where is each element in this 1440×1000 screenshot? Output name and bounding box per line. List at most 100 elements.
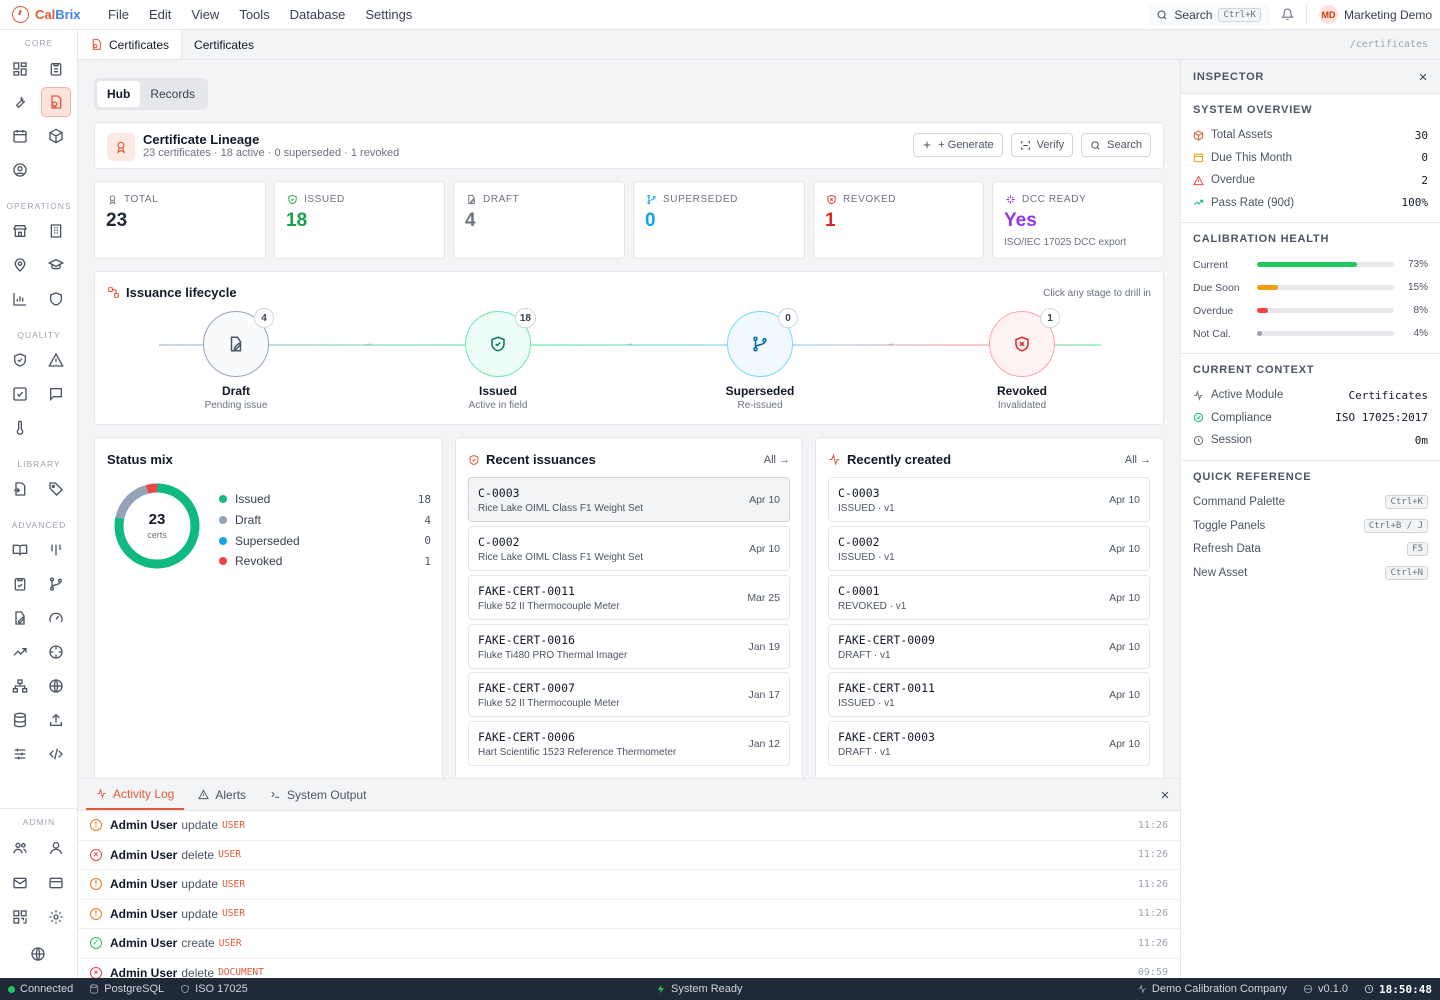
globe-icon[interactable] [41,671,71,701]
tab-system-output[interactable]: System Output [260,779,376,810]
file-edit-icon [230,336,242,352]
thermometer-icon[interactable] [5,413,35,443]
log-row[interactable]: ✓ Admin User create USER 11:26 [78,929,1180,959]
book-icon[interactable] [5,535,35,565]
list-item[interactable]: FAKE-CERT-0006 Hart Scientific 1523 Refer… [468,721,790,766]
search-button[interactable]: Search [1081,133,1151,157]
user-circle-icon[interactable] [5,155,35,185]
cube-icon[interactable] [41,121,71,151]
stat-superseded[interactable]: SUPERSEDED 0 [633,181,805,259]
stage-circle: 0 [727,308,798,377]
git-branch-icon[interactable] [41,569,71,599]
map-pin-icon[interactable] [5,250,35,280]
list-item[interactable]: C-0001 REVOKED · v1 Apr 10 [828,575,1150,620]
list-item[interactable]: C-0003 ISSUED · v1 Apr 10 [828,477,1150,522]
shield-check-icon[interactable] [5,345,35,375]
verify-button[interactable]: Verify [1010,133,1074,157]
stage-draft[interactable]: 4 Draft Pending issue [176,308,296,411]
code-icon[interactable] [41,739,71,769]
store-icon[interactable] [5,216,35,246]
wrench-icon[interactable] [5,87,35,117]
sliders-icon[interactable] [5,739,35,769]
view-all-issuances-link[interactable]: All → [764,454,790,466]
alert-triangle-icon[interactable] [41,345,71,375]
graduation-cap-icon[interactable] [41,250,71,280]
users-icon[interactable] [5,833,35,863]
list-item[interactable]: FAKE-CERT-0011 Fluke 52 II Thermocouple M… [468,575,790,620]
app-logo[interactable]: CalBrix [0,6,92,23]
building-icon[interactable] [41,216,71,246]
close-icon[interactable] [1418,72,1428,82]
language-globe-icon[interactable] [23,939,53,969]
log-row[interactable]: ! Admin User update USER 11:26 [78,811,1180,841]
bell-icon[interactable] [1280,8,1294,21]
log-row[interactable]: ! Admin User update USER 11:26 [78,870,1180,900]
stat-issued[interactable]: ISSUED 18 [274,181,445,259]
view-all-created-link[interactable]: All → [1125,454,1151,466]
upload-icon[interactable] [41,705,71,735]
global-search-button[interactable]: Search Ctrl+K [1148,3,1269,26]
bar-chart-icon[interactable] [5,284,35,314]
columns-icon[interactable] [41,535,71,565]
file-edit-icon[interactable] [5,603,35,633]
mail-icon[interactable] [5,868,35,898]
menu-tools[interactable]: Tools [239,6,270,22]
health-label: Not Cal. [1193,327,1231,340]
crosshair-icon[interactable] [41,637,71,667]
user-group-icon[interactable] [41,833,71,863]
sitemap-icon[interactable] [5,671,35,701]
stat-total[interactable]: TOTAL 23 [94,181,266,259]
stat-label: ISSUED [304,194,345,205]
list-item[interactable]: FAKE-CERT-0003 DRAFT · v1 Apr 10 [828,721,1150,766]
shield-icon[interactable] [41,284,71,314]
records-tab[interactable]: Records [150,87,196,101]
menu-file[interactable]: File [108,6,129,22]
stage-issued[interactable]: 18 Issued Active in field [438,308,558,411]
stat-draft[interactable]: DRAFT 4 [453,181,625,259]
database-icon[interactable] [5,705,35,735]
log-row[interactable]: ! Admin User update USER 11:26 [78,900,1180,929]
qr-code-icon[interactable] [5,902,35,932]
stat-dcc-ready[interactable]: DCC READY Yes ISO/IEC 17025 DCC export [992,181,1164,259]
list-item[interactable]: FAKE-CERT-0009 DRAFT · v1 Apr 10 [828,624,1150,669]
gauge-icon[interactable] [41,603,71,633]
list-item[interactable]: FAKE-CERT-0016 Fluke Ti480 PRO Thermal Im… [468,624,790,669]
stage-revoked[interactable]: 1 Revoked Invalidated [962,308,1082,411]
gear-icon[interactable] [41,902,71,932]
calendar-icon[interactable] [5,121,35,151]
menu-database[interactable]: Database [289,6,346,22]
file-import-icon[interactable] [5,474,35,504]
close-dock-button[interactable] [1160,779,1180,810]
check-square-icon[interactable] [5,379,35,409]
tab-activity-log[interactable]: Activity Log [86,779,185,810]
menu-view[interactable]: View [191,6,220,22]
stat-value: 1 [825,210,836,231]
generate-button[interactable]: + Generate [913,133,1003,157]
message-icon[interactable] [41,379,71,409]
list-item[interactable]: C-0003 Rice Lake OIML Class F1 Weight Set… [468,477,790,522]
clipboard-icon[interactable] [41,54,71,84]
list-item[interactable]: FAKE-CERT-0007 Fluke 52 II Thermocouple M… [468,672,790,717]
menu-edit[interactable]: Edit [148,6,172,22]
list-item[interactable]: C-0002 Rice Lake OIML Class F1 Weight Set… [468,526,790,571]
clipboard-check-icon[interactable] [5,569,35,599]
list-item[interactable]: C-0002 ISSUED · v1 Apr 10 [828,526,1150,571]
credit-card-icon[interactable] [41,868,71,898]
menu-settings[interactable]: Settings [365,6,413,22]
tab-alerts[interactable]: Alerts [188,779,256,810]
donut-slice-revoked[interactable] [114,483,200,569]
trend-up-icon[interactable] [5,637,35,667]
user-name: Marketing Demo [1343,7,1432,22]
dashboard-icon[interactable] [5,54,35,84]
certificate-nav-icon[interactable] [41,87,71,117]
stage-superseded[interactable]: 0 Superseded Re-issued [700,308,820,411]
stat-revoked[interactable]: REVOKED 1 [813,181,984,259]
log-row[interactable]: × Admin User delete USER 11:26 [78,841,1180,870]
tab-certificates[interactable]: Certificates [78,30,183,59]
list-item[interactable]: FAKE-CERT-0011 ISSUED · v1 Apr 10 [828,672,1150,717]
overview-row: Pass Rate (90d) 100% [1193,192,1428,215]
user-menu[interactable]: MD Marketing Demo [1305,5,1440,24]
hub-tab[interactable]: Hub [97,81,141,107]
tag-icon[interactable] [41,474,71,504]
stage-desc: Re-issued [737,400,783,411]
